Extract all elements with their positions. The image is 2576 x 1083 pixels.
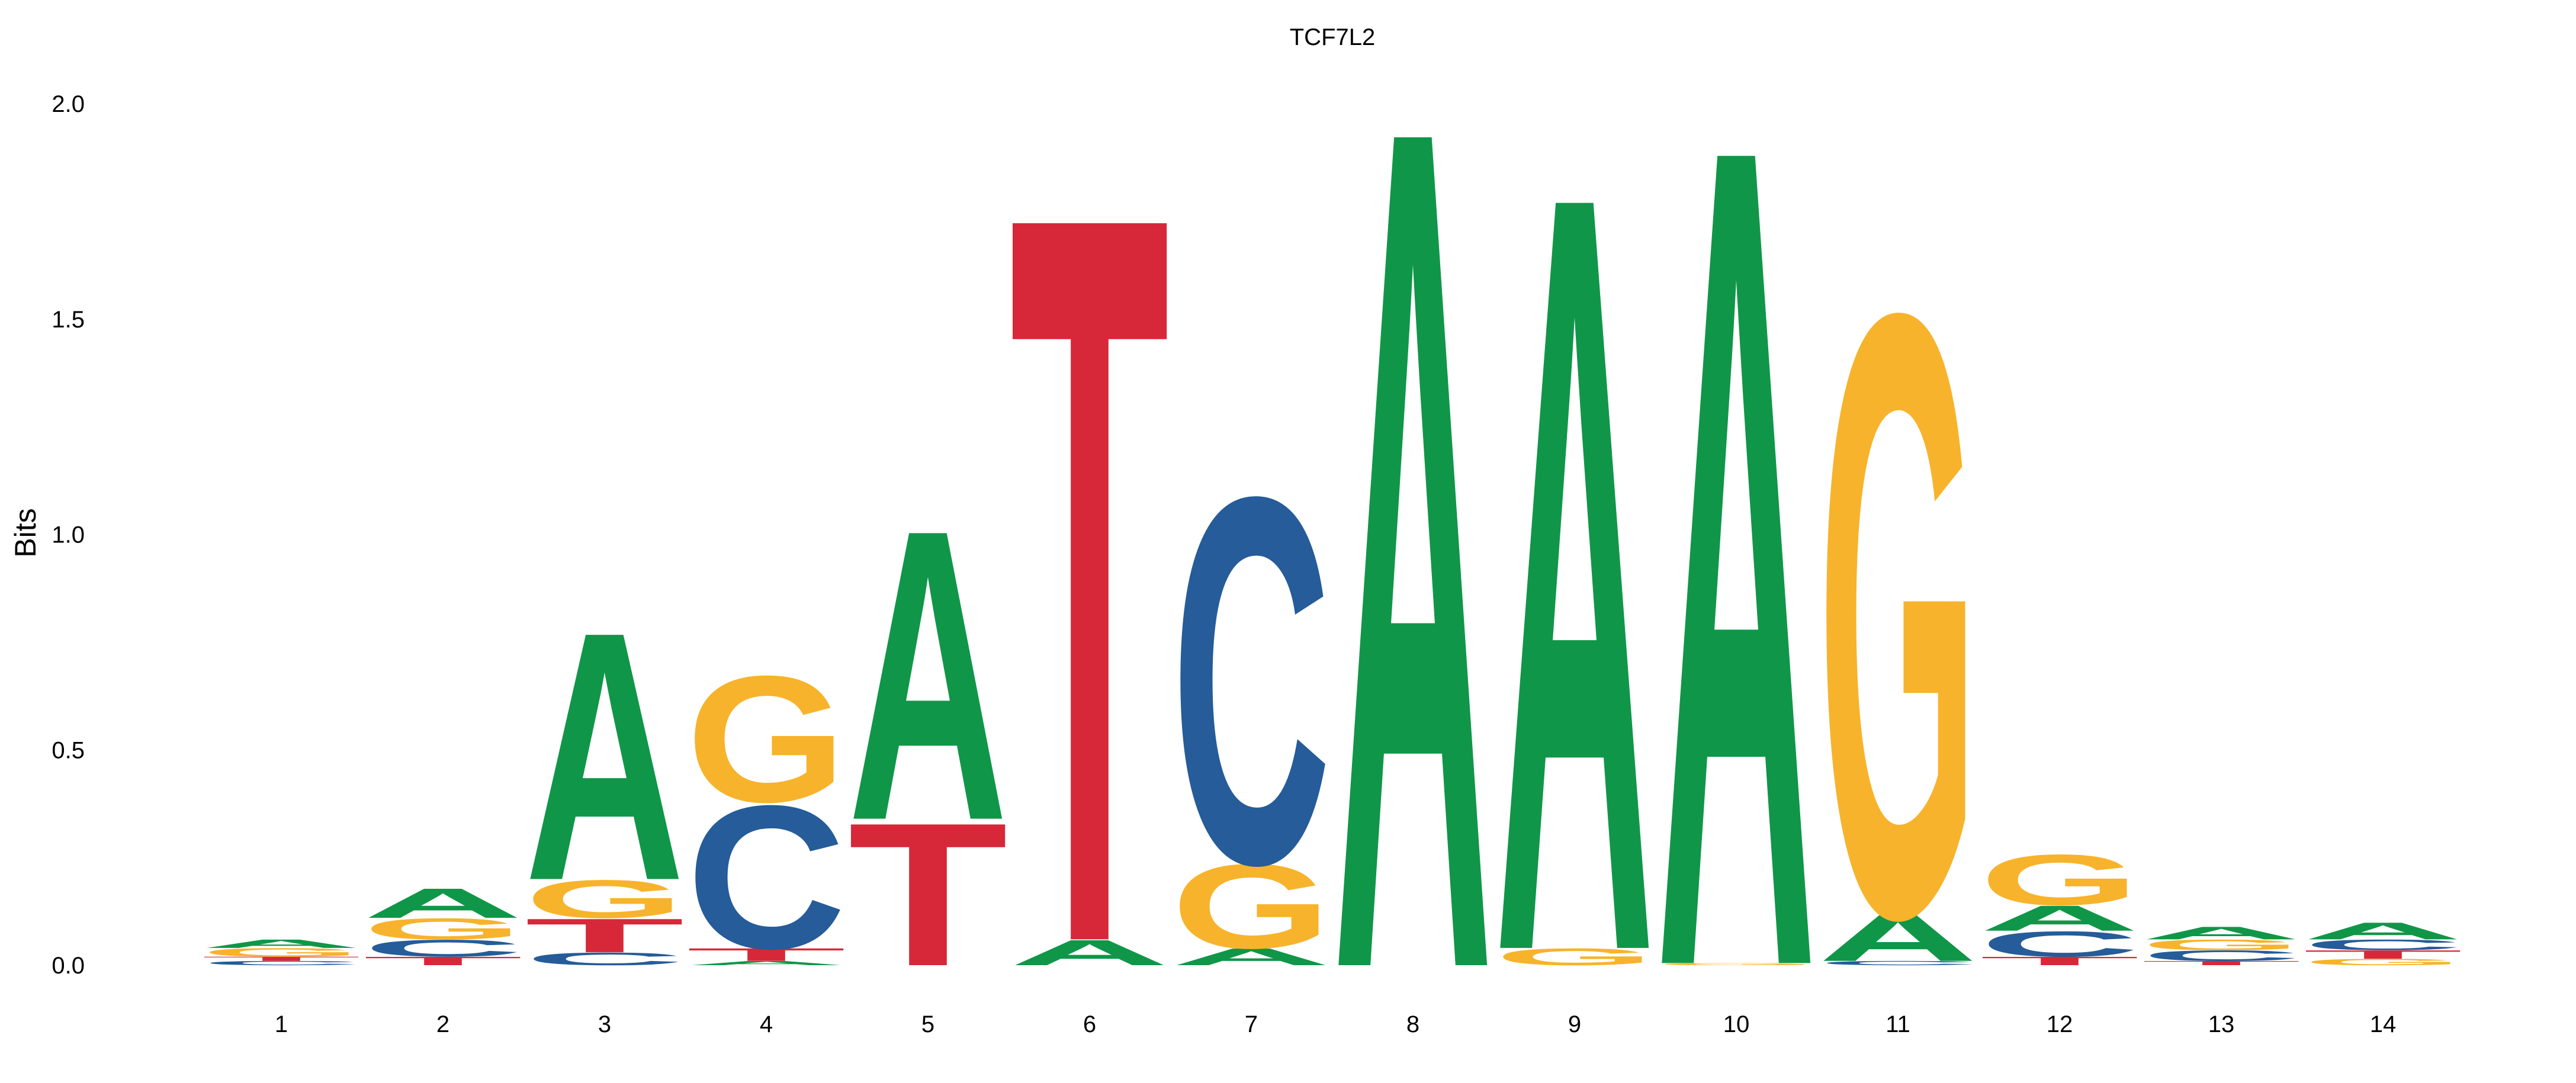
logo-letter-A-pos-8: A [1333, 0, 1493, 1083]
x-tick-label: 14 [2370, 1011, 2397, 1037]
x-tick-label: 13 [2208, 1011, 2235, 1037]
logo-letter-T-pos-5: T [848, 780, 1008, 1009]
logo-letter-A-pos-5: A [848, 444, 1008, 908]
logo-letter-G-pos-1: G [201, 946, 361, 959]
logo-letter-G-pos-4: G [686, 638, 846, 840]
y-axis-ticks: 0.0 0.5 1.0 1.5 2.0 [52, 91, 85, 979]
x-tick-label: 5 [921, 1011, 934, 1037]
logo-letter-C-pos-2: C [363, 935, 523, 962]
x-tick-label: 9 [1568, 1011, 1581, 1037]
x-tick-label: 6 [1083, 1011, 1096, 1037]
logo-letter-A-pos-2: A [363, 880, 523, 927]
logo-letter-G-pos-10: G [1656, 962, 1816, 966]
y-tick-label: 2.0 [52, 91, 85, 117]
logo-letter-A-pos-11: A [1818, 901, 1978, 975]
x-tick-label: 12 [2047, 1011, 2073, 1037]
logo-letter-T-pos-2: T [363, 955, 523, 968]
logo-letter-C-pos-1: C [201, 960, 361, 966]
logo-letter-C-pos-3: C [525, 949, 685, 969]
logo-letter-A-pos-14: A [2303, 918, 2463, 944]
logo-letter-G-pos-11: G [1818, 135, 1978, 1083]
x-tick-label: 8 [1406, 1011, 1419, 1037]
y-tick-label: 1.0 [52, 522, 85, 548]
logo-letter-G-pos-12: G [1980, 840, 2140, 920]
logo-letter-G-pos-9: G [1495, 943, 1655, 970]
logo-letter-A-pos-4: A [686, 960, 846, 966]
x-tick-label: 1 [275, 1011, 288, 1037]
logo-letter-C-pos-7: C [1171, 388, 1331, 973]
logo-letter-T-pos-14: T [2303, 948, 2463, 962]
logo-letter-T-pos-4: T [686, 944, 846, 965]
x-tick-label: 11 [1886, 1011, 1910, 1037]
x-tick-label: 3 [598, 1011, 611, 1037]
logo-letter-G-pos-3: G [525, 869, 685, 929]
logo-letter-G-pos-7: G [1171, 840, 1331, 974]
y-tick-label: 1.5 [52, 307, 85, 333]
logo-letter-T-pos-6: T [1010, 0, 1170, 1083]
logo-letter-C-pos-4: C [686, 763, 846, 992]
logo-letter-T-pos-3: T [525, 909, 685, 963]
logo-letter-C-pos-11: C [1818, 960, 1978, 966]
logo-letter-A-pos-9: A [1495, 0, 1655, 1083]
logo-letter-T-pos-13: T [2141, 960, 2301, 966]
y-tick-label: 0.0 [52, 953, 85, 979]
logo-letter-C-pos-12: C [1980, 924, 2140, 964]
logo-letter-C-pos-14: C [2303, 937, 2463, 953]
logo-letter-G-pos-14: G [2303, 957, 2463, 967]
logo-letter-A-pos-3: A [525, 558, 685, 955]
logo-letter-A-pos-7: A [1171, 943, 1331, 970]
y-axis-label: Bits [9, 508, 42, 557]
logo-letter-A-pos-6: A [1010, 933, 1170, 973]
x-tick-label: 4 [760, 1011, 773, 1037]
x-tick-label: 2 [436, 1011, 449, 1037]
x-tick-label: 7 [1245, 1011, 1258, 1037]
logo-letter-T-pos-1: T [201, 956, 361, 962]
logo-letter-T-pos-12: T [1980, 955, 2140, 968]
logo-letter-A-pos-1: A [201, 937, 361, 951]
logo-letter-G-pos-13: G [2141, 937, 2301, 953]
logo-letter-G-pos-2: G [363, 912, 523, 946]
x-axis-ticks: 1 2 3 4 5 6 7 8 9 10 11 12 13 14 [275, 1011, 2396, 1037]
logo-letter-C-pos-13: C [2141, 947, 2301, 964]
chart-title: TCF7L2 [1290, 24, 1376, 50]
x-tick-label: 10 [1723, 1011, 1750, 1037]
logo-letter-A-pos-13: A [2141, 923, 2301, 943]
y-tick-label: 0.5 [52, 737, 85, 763]
logo-letter-A-pos-12: A [1980, 898, 2140, 939]
logo-letter-A-pos-10: A [1656, 0, 1816, 1083]
